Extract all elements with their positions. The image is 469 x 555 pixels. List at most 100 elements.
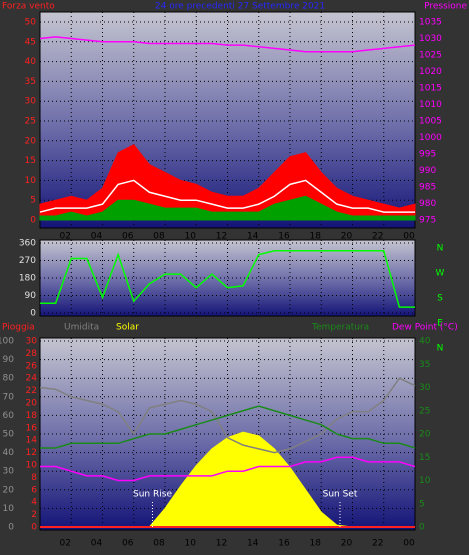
y-tick-label: 50: [3, 430, 15, 440]
y-tick-label: 50: [25, 18, 37, 28]
y-tick-label: 5: [30, 196, 36, 206]
y3-tick-label: 18: [26, 411, 38, 421]
x-tick-label: 12: [216, 539, 227, 549]
line: [40, 456, 416, 482]
annotation: Sun Set: [323, 490, 358, 500]
x-tick-label: 06: [122, 232, 134, 242]
y-tick-label: 70: [3, 392, 15, 402]
y3-tick-label: 4: [31, 498, 37, 508]
x-tick-label: 14: [247, 539, 259, 549]
x-tick-label: 02: [60, 539, 71, 549]
y-tick-label: 90: [3, 355, 15, 365]
y2-tick-label: 995: [419, 150, 436, 160]
y3-tick-label: 22: [26, 386, 37, 396]
y-tick-label: 0: [30, 309, 36, 319]
x-tick-label: 18: [310, 539, 322, 549]
y2-tick-label: 975: [419, 216, 436, 226]
y-tick-label: 270: [19, 256, 36, 266]
y3-tick-label: 6: [31, 485, 37, 495]
y3-tick-label: 26: [26, 361, 38, 371]
y3-tick-label: 0: [31, 523, 37, 533]
y-axis-label: Forza vento: [2, 2, 55, 12]
legend-label: Pioggia: [2, 323, 35, 333]
y3-tick-label: 12: [26, 448, 37, 458]
y2-tick-label: 985: [419, 183, 436, 193]
y2-tick-label: 30: [419, 383, 431, 393]
y-tick-label: 80: [3, 374, 15, 384]
y-tick-label: 0: [30, 216, 36, 226]
y3-tick-label: 8: [31, 473, 37, 483]
legend-label: Solar: [116, 323, 139, 333]
y-tick-label: 60: [3, 411, 15, 421]
y-tick-label: 35: [25, 77, 36, 87]
x-tick-label: 10: [185, 539, 197, 549]
y2-tick-label: S: [437, 294, 443, 304]
y2-tick-label: 1030: [419, 34, 442, 44]
y-tick-label: 30: [3, 467, 15, 477]
legend-label: Umidita: [64, 323, 99, 333]
area: [39, 195, 416, 221]
y3-tick-label: 20: [26, 399, 38, 409]
y-tick-label: 90: [25, 291, 37, 301]
y2-tick-label: 1035: [419, 18, 442, 28]
y-tick-label: 10: [25, 176, 37, 186]
y-tick-label: 0: [8, 523, 14, 533]
x-tick-label: 18: [310, 232, 322, 242]
y2-tick-label: W: [436, 269, 445, 279]
y2-tick-label: N: [437, 244, 444, 254]
y-tick-label: 40: [25, 57, 37, 67]
x-tick-label: 12: [216, 232, 227, 242]
x-tick-label: 20: [341, 232, 353, 242]
y2-tick-label: 5: [419, 499, 425, 509]
x-tick-label: 22: [372, 232, 383, 242]
y2-tick-label: 1000: [419, 133, 442, 143]
y-tick-label: 180: [19, 274, 36, 284]
y2-tick-label: 1020: [419, 67, 442, 77]
y3-tick-label: 16: [26, 423, 38, 433]
x-tick-label: 08: [153, 539, 165, 549]
y-tick-label: 20: [3, 485, 15, 495]
x-tick-label: 22: [372, 539, 383, 549]
y2-tick-label: E: [437, 319, 443, 329]
y2-tick-label: 1010: [419, 100, 442, 110]
line: [40, 250, 415, 308]
x-tick-label: 20: [341, 539, 353, 549]
y2-tick-label: 1025: [419, 51, 442, 61]
y-tick-label: 15: [25, 156, 36, 166]
y-tick-label: 10: [3, 504, 15, 514]
x-tick-label: 06: [122, 539, 134, 549]
y2-tick-label: 40: [419, 337, 431, 347]
line: [39, 36, 416, 53]
line: [39, 179, 415, 213]
y2-tick-label: 25: [419, 406, 430, 416]
x-tick-label: 16: [278, 539, 290, 549]
x-tick-label: 02: [60, 232, 71, 242]
y3-tick-label: 2: [31, 510, 37, 520]
y-tick-label: 45: [25, 37, 36, 47]
y3-tick-label: 10: [26, 461, 38, 471]
y3-tick-label: 30: [26, 337, 38, 347]
x-tick-label: 10: [185, 232, 197, 242]
y2-tick-label: 980: [419, 199, 436, 209]
legend-label: Temperatura: [311, 323, 369, 333]
y3-tick-label: 28: [26, 349, 38, 359]
chart-title: 24 ore precedenti 27 Settembre 2021: [155, 2, 325, 12]
line: [39, 377, 416, 454]
y2-tick-label: 15: [419, 453, 430, 463]
y2-tick-label: 0: [419, 523, 425, 533]
y-tick-label: 25: [25, 117, 36, 127]
x-tick-label: 16: [278, 232, 290, 242]
line: [40, 405, 416, 449]
y-tick-label: 360: [19, 239, 36, 249]
y-tick-label: 20: [25, 136, 37, 146]
y2-tick-label: 1015: [419, 84, 442, 94]
y2-tick-label: 35: [419, 360, 430, 370]
x-tick-label: 08: [153, 232, 165, 242]
y2-tick-label: 990: [419, 166, 436, 176]
x-tick-label: 00: [403, 539, 415, 549]
y2-tick-label: 1005: [419, 117, 442, 127]
y3-tick-label: 24: [26, 374, 38, 384]
y-tick-label: 100: [0, 337, 14, 347]
y2-tick-label: N: [437, 344, 444, 354]
